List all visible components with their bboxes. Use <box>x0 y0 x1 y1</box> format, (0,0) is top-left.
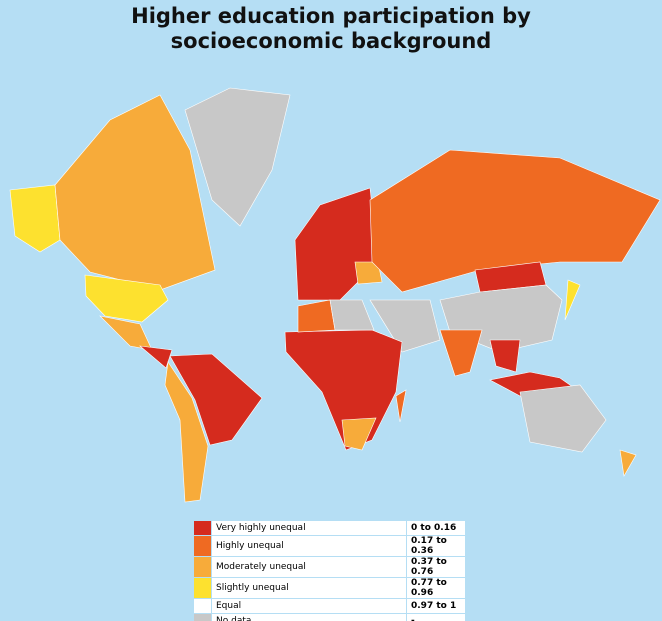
legend-swatch <box>193 556 212 578</box>
region <box>9 184 61 253</box>
legend-label: Very highly unequal <box>211 520 407 536</box>
region <box>329 299 375 331</box>
region <box>169 353 263 446</box>
region <box>519 384 607 453</box>
legend-label: Moderately unequal <box>211 556 407 578</box>
region <box>619 449 637 477</box>
legend-label: Equal <box>211 598 407 614</box>
region <box>395 389 407 423</box>
legend-range: 0.17 to 0.36 <box>406 535 466 557</box>
legend-label: Slightly unequal <box>211 577 407 599</box>
legend-row: No data - <box>193 613 466 621</box>
legend-range: 0.77 to 0.96 <box>406 577 466 599</box>
legend-range: 0.37 to 0.76 <box>406 556 466 578</box>
legend-swatch <box>193 520 212 536</box>
map-title: Higher education participation by socioe… <box>131 4 531 53</box>
region <box>164 361 209 503</box>
legend-row: Very highly unequal 0 to 0.16 <box>193 520 466 536</box>
legend: Very highly unequal 0 to 0.16 Highly unequ… <box>193 520 466 621</box>
legend-swatch <box>193 577 212 599</box>
legend-range: 0 to 0.16 <box>406 520 466 536</box>
region <box>54 94 216 291</box>
legend-label: Highly unequal <box>211 535 407 557</box>
legend-row: Highly unequal 0.17 to 0.36 <box>193 535 466 557</box>
legend-row: Equal 0.97 to 1 <box>193 598 466 614</box>
region <box>439 329 483 377</box>
region <box>369 149 661 293</box>
region <box>369 299 441 353</box>
region <box>139 345 173 369</box>
legend-row: Slightly unequal 0.77 to 0.96 <box>193 577 466 599</box>
region <box>341 417 377 451</box>
region <box>297 299 336 333</box>
region <box>354 261 383 285</box>
legend-range: - <box>406 613 466 621</box>
region <box>564 279 581 321</box>
legend-row: Moderately unequal 0.37 to 0.76 <box>193 556 466 578</box>
region <box>99 315 153 351</box>
legend-label: No data <box>211 613 407 621</box>
legend-swatch <box>193 613 212 621</box>
legend-range: 0.97 to 1 <box>406 598 466 614</box>
legend-swatch <box>193 535 212 557</box>
region <box>84 274 169 323</box>
region <box>489 339 521 373</box>
region <box>184 87 291 227</box>
legend-swatch <box>193 598 212 614</box>
